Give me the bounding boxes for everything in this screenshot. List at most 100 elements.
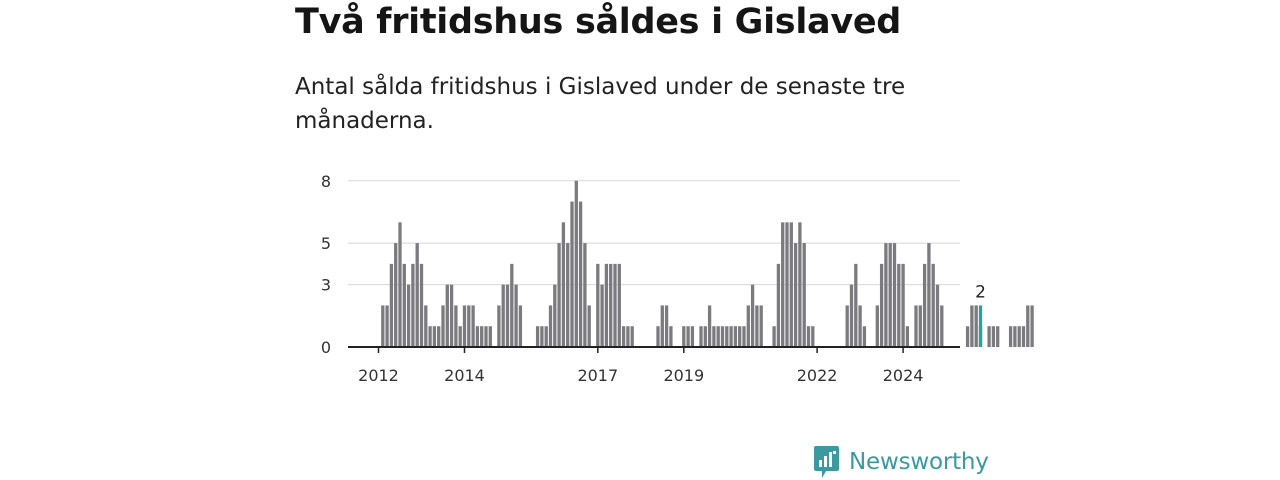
y-tick-label: 3 — [321, 276, 331, 295]
bar — [707, 305, 712, 347]
bar — [535, 326, 540, 347]
bar — [669, 326, 673, 347]
bar — [583, 243, 587, 347]
bar — [437, 326, 441, 347]
bar — [888, 243, 892, 347]
bar — [398, 222, 402, 347]
bar — [991, 326, 996, 347]
bar — [445, 284, 449, 347]
bar — [703, 326, 707, 347]
bar — [733, 326, 738, 347]
bar — [811, 326, 815, 347]
bar — [802, 243, 806, 347]
bar — [793, 243, 798, 347]
bar — [566, 243, 570, 347]
bar — [858, 305, 862, 347]
y-axis-labels: 0 3 5 8 — [321, 172, 331, 357]
bar — [750, 284, 755, 347]
bar — [935, 284, 940, 347]
bar — [974, 305, 978, 347]
bar — [394, 243, 398, 347]
bar — [454, 305, 458, 347]
bar — [755, 305, 759, 347]
y-tick-label: 5 — [321, 234, 331, 253]
bar — [905, 326, 910, 347]
bar — [746, 305, 750, 347]
bar — [406, 284, 411, 347]
bar — [497, 305, 501, 347]
bar — [742, 326, 746, 347]
bar — [759, 305, 763, 347]
bar — [785, 222, 789, 347]
bar — [402, 263, 406, 347]
bar — [1030, 305, 1034, 347]
bar — [458, 326, 462, 347]
x-axis: 2012 2014 2017 2019 2022 2024 — [348, 346, 960, 385]
brand-name: Newsworthy — [849, 449, 989, 475]
bar — [656, 326, 660, 347]
bar — [617, 263, 621, 347]
bar — [471, 305, 475, 347]
bar — [738, 326, 742, 347]
bar — [987, 326, 991, 347]
bar — [621, 326, 626, 347]
bar — [630, 326, 634, 347]
gridlines — [348, 180, 960, 286]
bar — [940, 305, 944, 347]
bars — [381, 180, 1034, 347]
bar — [1021, 326, 1026, 347]
bar — [879, 263, 884, 347]
bar — [475, 326, 480, 347]
bar — [462, 305, 467, 347]
bar — [553, 284, 557, 347]
x-tick-label: 2014 — [444, 366, 485, 385]
bar — [419, 263, 424, 347]
bar — [918, 305, 922, 347]
bar — [716, 326, 720, 347]
bar — [484, 326, 488, 347]
bar — [578, 201, 583, 347]
bar — [514, 284, 518, 347]
bar — [720, 326, 725, 347]
bar — [922, 263, 927, 347]
bar — [781, 222, 785, 347]
bar — [415, 243, 419, 347]
y-tick-label: 8 — [321, 172, 331, 191]
bar-highlight — [978, 305, 983, 347]
bar — [604, 263, 609, 347]
bar — [789, 222, 793, 347]
bar — [660, 305, 664, 347]
x-tick-label: 2012 — [358, 366, 399, 385]
bar — [561, 222, 566, 347]
bar — [424, 305, 428, 347]
bar — [970, 305, 974, 347]
bar — [1026, 305, 1030, 347]
bar — [600, 284, 604, 347]
bar — [480, 326, 484, 347]
bar — [428, 326, 432, 347]
bar — [725, 326, 729, 347]
bar — [862, 326, 867, 347]
bar — [884, 243, 888, 347]
bar — [690, 326, 695, 347]
bar — [540, 326, 544, 347]
bar — [613, 263, 617, 347]
x-tick-label: 2017 — [577, 366, 618, 385]
annotations: 2 — [975, 282, 986, 302]
bar — [875, 305, 879, 347]
bar — [1008, 326, 1013, 347]
bar — [845, 305, 849, 347]
bar — [931, 263, 935, 347]
bar — [806, 326, 811, 347]
bar — [965, 326, 970, 347]
bar — [712, 326, 716, 347]
bar — [609, 263, 613, 347]
bar — [574, 180, 578, 347]
bar — [686, 326, 690, 347]
newsworthy-brand[interactable]: Newsworthy — [813, 445, 989, 479]
bar — [548, 305, 553, 347]
bar — [557, 243, 561, 347]
bar — [441, 305, 445, 347]
bar — [682, 326, 686, 347]
